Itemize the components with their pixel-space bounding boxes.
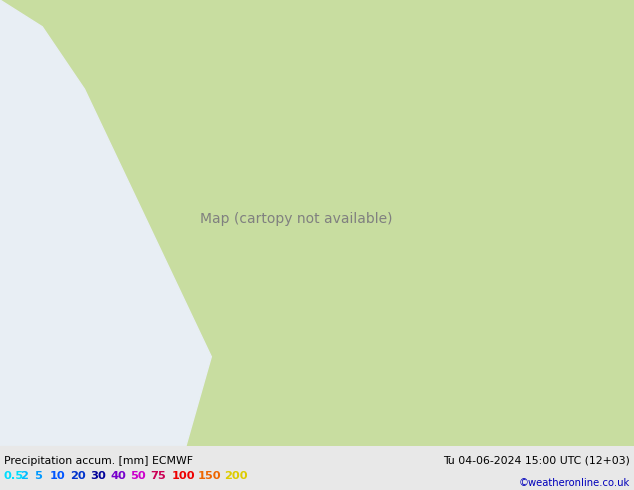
Text: 5: 5	[34, 471, 42, 481]
Polygon shape	[0, 0, 634, 446]
Text: 40: 40	[110, 471, 126, 481]
Text: 30: 30	[90, 471, 106, 481]
Text: 20: 20	[70, 471, 86, 481]
Text: ©weatheronline.co.uk: ©weatheronline.co.uk	[519, 478, 630, 488]
Text: 200: 200	[224, 471, 248, 481]
Text: 2: 2	[20, 471, 28, 481]
Text: 100: 100	[172, 471, 196, 481]
Text: 75: 75	[150, 471, 165, 481]
Polygon shape	[0, 0, 211, 446]
Text: 150: 150	[198, 471, 222, 481]
Text: Precipitation accum. [mm] ECMWF: Precipitation accum. [mm] ECMWF	[4, 456, 193, 466]
Text: 50: 50	[130, 471, 146, 481]
Text: Map (cartopy not available): Map (cartopy not available)	[200, 212, 392, 226]
Text: 10: 10	[50, 471, 66, 481]
Text: 0.5: 0.5	[4, 471, 24, 481]
Text: Tu 04-06-2024 15:00 UTC (12+03): Tu 04-06-2024 15:00 UTC (12+03)	[443, 456, 630, 466]
